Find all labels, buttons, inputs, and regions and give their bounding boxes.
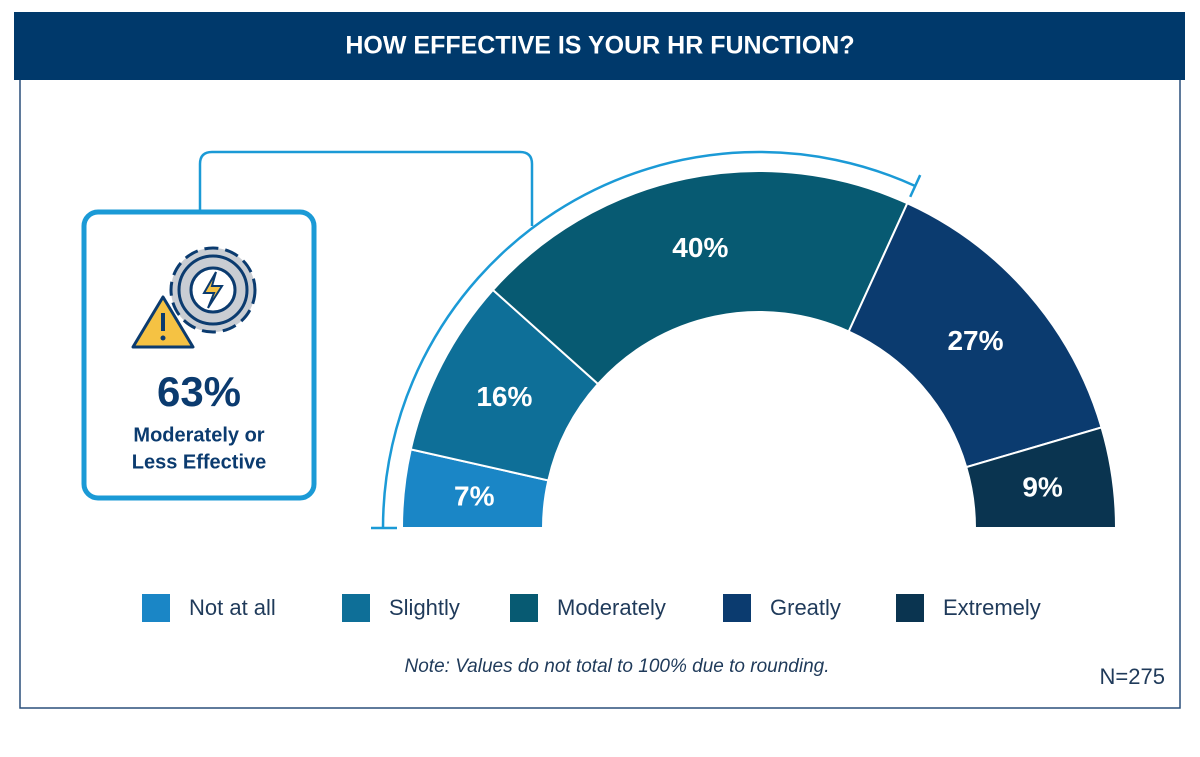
value-label: 7% bbox=[454, 481, 495, 512]
callout-bracket bbox=[381, 150, 916, 529]
legend-swatch bbox=[142, 594, 170, 622]
callout-text: Less Effective bbox=[132, 451, 267, 473]
bracket-tick bbox=[909, 174, 922, 198]
callout-box bbox=[81, 209, 317, 501]
note: Note: Values do not total to 100% due to… bbox=[405, 656, 830, 677]
value-label: 16% bbox=[476, 381, 532, 412]
legend-label: Slightly bbox=[389, 595, 460, 620]
legend-label: Greatly bbox=[770, 595, 841, 620]
value-label: 9% bbox=[1022, 472, 1063, 503]
sample-size: N=275 bbox=[1100, 664, 1165, 689]
legend-swatch bbox=[510, 594, 538, 622]
segment bbox=[491, 170, 909, 386]
value-label: 27% bbox=[947, 325, 1003, 356]
legend-swatch bbox=[896, 594, 924, 622]
legend-label: Not at all bbox=[189, 595, 276, 620]
connector bbox=[198, 150, 534, 226]
callout-text: Moderately or bbox=[133, 424, 264, 446]
callout-value: 63% bbox=[157, 368, 241, 415]
value-label: 40% bbox=[672, 232, 728, 263]
header-bar bbox=[14, 12, 1185, 80]
chart-title: HOW EFFECTIVE IS YOUR HR FUNCTION? bbox=[345, 32, 854, 60]
segment bbox=[965, 426, 1118, 529]
legend-swatch bbox=[723, 594, 751, 622]
gear-icon bbox=[131, 246, 257, 349]
legend-swatch bbox=[342, 594, 370, 622]
legend-label: Moderately bbox=[557, 595, 666, 620]
legend-label: Extremely bbox=[943, 595, 1041, 620]
